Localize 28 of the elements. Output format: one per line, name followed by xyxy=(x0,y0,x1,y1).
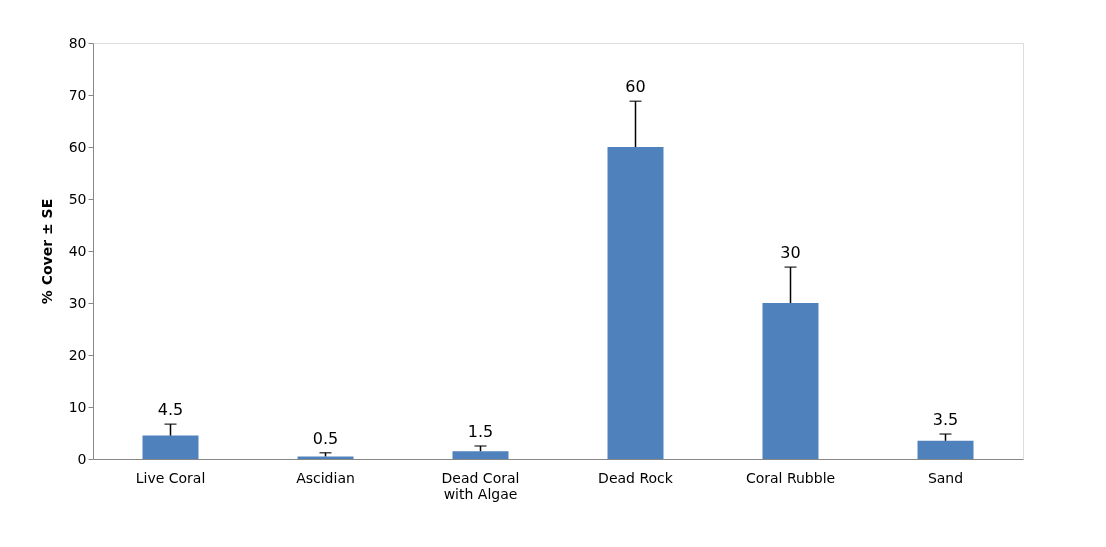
y-tick-label: 30 xyxy=(68,294,87,311)
x-tick-label: Sand xyxy=(927,469,964,486)
bar xyxy=(297,456,354,459)
y-tick-label: 10 xyxy=(68,398,87,415)
x-tick-label: Ascidian xyxy=(296,469,355,486)
y-tick-label: 50 xyxy=(68,190,87,207)
bar xyxy=(452,451,509,459)
y-tick-label: 40 xyxy=(68,242,87,259)
y-tick-label: 20 xyxy=(68,346,87,363)
x-tick-label: Dead Rock xyxy=(598,469,674,486)
data-label: 1.5 xyxy=(467,422,494,441)
bar xyxy=(917,440,974,459)
y-tick-label: 70 xyxy=(68,86,87,103)
data-label: 3.5 xyxy=(932,410,959,430)
x-tick-label: Coral Rubble xyxy=(745,469,836,486)
bar xyxy=(142,435,199,459)
x-tick-label: Live Coral xyxy=(135,469,206,486)
y-axis-title: % Cover ± SE xyxy=(38,198,55,305)
data-label: 60 xyxy=(625,77,646,97)
data-label: 30 xyxy=(780,243,801,263)
y-tick-label: 80 xyxy=(68,34,87,51)
bar xyxy=(762,303,819,459)
y-tick-label: 60 xyxy=(68,138,87,155)
y-tick-label: 0 xyxy=(77,450,87,467)
data-label: 4.5 xyxy=(157,400,184,420)
x-tick-label: Dead Coral with Algae xyxy=(441,469,520,502)
bar xyxy=(607,147,664,459)
data-label: 0.5 xyxy=(312,428,339,448)
